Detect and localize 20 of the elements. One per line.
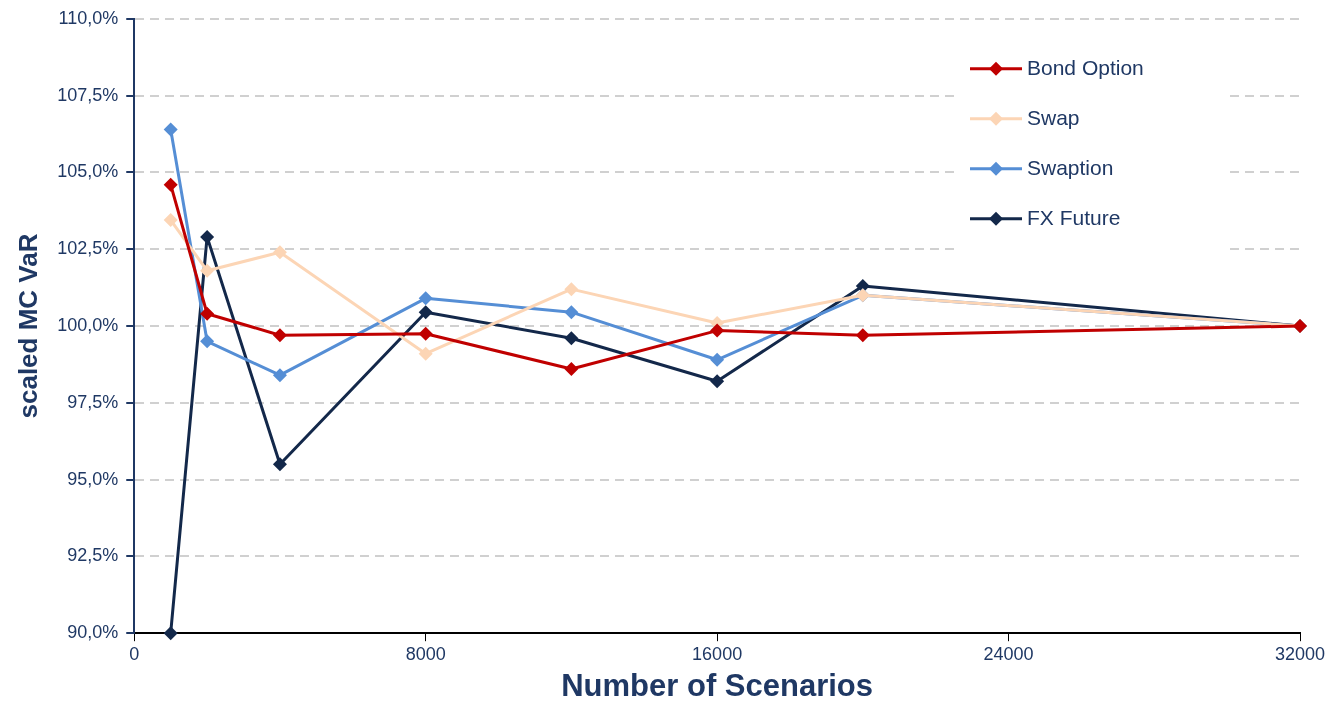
y-axis-title: scaled MC VaR [12,233,43,419]
y-tick-label: 105,0% [57,161,119,182]
x-axis-title: Number of Scenarios [561,667,874,703]
y-tick-label: 110,0% [58,7,119,28]
y-tick-label: 92,5% [67,545,119,566]
y-tick-label: 90,0% [67,622,119,643]
y-tick-label: 107,5% [57,84,119,105]
legend-label: Swaption [1027,155,1114,179]
y-tick-label: 100,0% [57,314,119,335]
x-tick-label: 8000 [405,643,446,664]
y-tick-label: 97,5% [67,391,119,412]
x-tick-label: 0 [129,643,140,664]
x-tick-label: 16000 [692,643,743,664]
y-tick-label: 95,0% [67,468,119,489]
legend-label: Swap [1027,105,1080,129]
y-tick-label: 102,5% [57,238,119,259]
x-tick-label: 32000 [1274,643,1326,664]
legend-label: FX Future [1027,205,1121,229]
legend-label: Bond Option [1027,55,1144,79]
x-tick-label: 24000 [983,643,1034,664]
